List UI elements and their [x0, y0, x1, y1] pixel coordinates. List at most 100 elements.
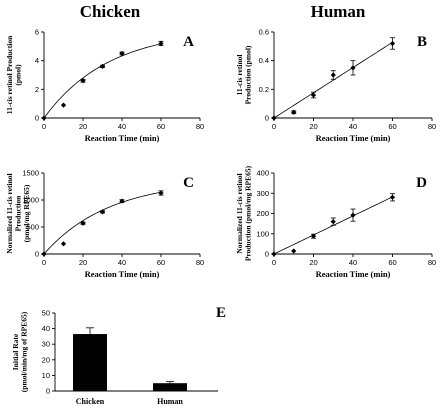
data-point [119, 50, 125, 57]
y-tick-label: 0.2 [259, 85, 269, 94]
data-point [291, 248, 297, 254]
y-axis-label: Normalized 11-cis retinol [5, 173, 14, 253]
y-tick-label: 10 [42, 371, 50, 380]
bar-chicken [73, 334, 107, 391]
x-tick-label: 80 [428, 258, 436, 267]
data-point [310, 233, 317, 239]
data-point [99, 63, 106, 69]
data-point [350, 212, 356, 218]
y-tick-label: 4 [35, 56, 39, 65]
data-point [99, 209, 106, 215]
x-tick-label: 40 [349, 258, 357, 267]
panel-letter: D [416, 175, 427, 191]
y-tick-label: 200 [256, 209, 269, 218]
data-point [80, 220, 86, 226]
y-tick-label: 6 [35, 28, 39, 37]
x-tick-label: 60 [157, 122, 165, 131]
data-point [158, 190, 164, 196]
x-tick-label: 40 [118, 122, 126, 131]
y-axis-label: Production [14, 195, 23, 232]
y-tick-label: 1500 [22, 169, 39, 178]
panel-c: C 0 500 1000 1500 Normalized 11-cis retinol Pr… [5, 169, 204, 280]
y-axis-label: (pmol/mg RPE65) [22, 184, 31, 242]
x-tick-label: 20 [79, 122, 87, 131]
y-tick-label: 0.6 [259, 28, 269, 37]
data-point [389, 194, 396, 200]
panel-letter: B [417, 34, 427, 50]
panel-letter: A [183, 34, 194, 50]
y-tick-label: 50 [42, 309, 50, 318]
x-axis-label: Reaction Time (min) [316, 133, 391, 143]
x-tick-label: 20 [79, 258, 87, 267]
y-tick-label: 100 [256, 229, 269, 238]
x-tick-label: 80 [196, 122, 204, 131]
data-point [310, 92, 317, 98]
y-tick-label: 500 [26, 223, 39, 232]
y-tick-label: 30 [42, 340, 50, 349]
x-tick-label: 0 [272, 258, 276, 267]
panel-letter: E [216, 305, 226, 321]
x-axis-label: Reaction Time (min) [85, 269, 160, 279]
y-tick-label: 0 [35, 114, 39, 123]
x-tick-label: 0 [272, 122, 276, 131]
y-axis-label: (pmol/min/mg of RPE65) [20, 311, 29, 392]
y-tick-label: 0 [46, 387, 50, 396]
y-tick-label: 20 [42, 355, 50, 364]
y-tick-label: 1000 [22, 196, 39, 205]
x-tick-label: 80 [196, 258, 204, 267]
x-axis-label: Reaction Time (min) [316, 269, 391, 279]
y-axis-label: Production (pmol/mg RPE65) [244, 165, 253, 261]
data-point [330, 219, 336, 225]
data-point [271, 251, 277, 257]
y-tick-label: 300 [256, 189, 269, 198]
data-point [330, 72, 336, 78]
y-axis-label: Normalized 11-cis retinol [235, 173, 244, 253]
data-point [119, 198, 125, 204]
data-point [41, 251, 47, 257]
data-point [158, 40, 164, 47]
x-tick-label: 40 [118, 258, 126, 267]
data-point [271, 115, 277, 121]
x-tick-label: 80 [428, 122, 436, 131]
data-point [389, 40, 396, 47]
x-tick-label: 20 [309, 258, 317, 267]
data-point [60, 241, 67, 247]
y-axis-label: 11-cis retinol [235, 55, 244, 96]
fit-curve [43, 43, 162, 119]
y-tick-label: 0 [265, 114, 269, 123]
data-point [80, 78, 86, 84]
y-tick-label: 0.4 [259, 56, 269, 65]
x-tick-label: 0 [42, 122, 46, 131]
data-point [41, 115, 47, 121]
data-point [350, 65, 356, 71]
y-axis-label: (pmol) [14, 64, 23, 86]
panel-letter: C [183, 175, 194, 191]
x-axis-label: Reaction Time (min) [85, 133, 160, 143]
x-tick-label: 60 [388, 122, 396, 131]
y-axis-label: Initial Rate [11, 333, 20, 370]
category-label: Human [157, 397, 183, 406]
data-point [291, 109, 297, 115]
bar-human [153, 383, 187, 391]
x-tick-label: 0 [42, 258, 46, 267]
panel-b: B 0 0.2 0.4 0.6 11-cis retinol Production (pmo… [235, 28, 436, 144]
fit-curve [43, 191, 162, 255]
header-human: Human [311, 2, 366, 21]
x-tick-label: 40 [349, 122, 357, 131]
x-tick-label: 60 [388, 258, 396, 267]
y-axis-label: 11-cis retinol Production [5, 35, 14, 114]
y-tick-label: 40 [42, 324, 50, 333]
panel-d: D 0 100 200 300 400 Normalized 11-cis retinol P… [235, 165, 436, 279]
category-label: Chicken [76, 397, 105, 406]
fit-curve [273, 41, 393, 119]
data-point [60, 102, 67, 108]
y-tick-label: 2 [35, 85, 39, 94]
header-chicken: Chicken [80, 2, 141, 21]
x-tick-label: 60 [157, 258, 165, 267]
x-tick-label: 20 [309, 122, 317, 131]
y-axis-label: Production (pmol) [244, 45, 253, 104]
y-tick-label: 400 [256, 169, 269, 178]
panel-e: E 0 10 20 30 40 50 Initial Rate (pmol/min/mg of … [11, 305, 226, 406]
